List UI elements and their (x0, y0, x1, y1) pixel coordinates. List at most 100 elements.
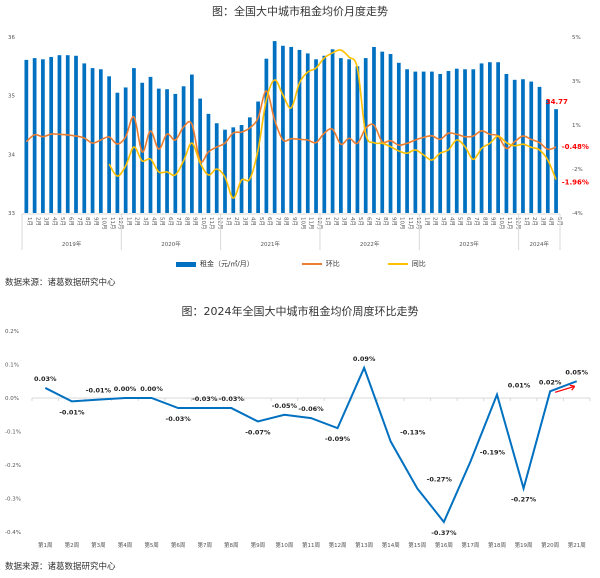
x-month-label: 7月 (374, 217, 381, 226)
weekly-mom-line (44, 365, 578, 524)
chart1-title: 图：全国大中城市租金均价月度走势 (212, 5, 388, 18)
rent-last-label: 34.77 (546, 98, 568, 106)
legend-rent-label: 租金（元/㎡/月） (200, 260, 254, 268)
y-tick: 0.0% (5, 396, 19, 402)
rent-bar (264, 58, 269, 213)
data-label: -0.01% (86, 387, 112, 395)
rent-bar (330, 49, 335, 213)
x-week-label: 第16周 (435, 541, 453, 549)
yoy-last-label: -1.96% (562, 179, 589, 187)
legend-yoy-swatch (387, 263, 408, 265)
x-month-label: 8月 (382, 217, 389, 226)
x-month-label: 6月 (465, 217, 472, 226)
x-month-label: 3月 (440, 217, 447, 226)
x-week-label: 第1周 (38, 541, 53, 549)
mom-last-label: -0.48% (562, 143, 589, 151)
y-tick: -0.4% (5, 530, 21, 536)
x-week-label: 第21周 (568, 541, 586, 549)
rent-bar (247, 117, 252, 213)
x-month-label: 7月 (274, 217, 281, 226)
x-month-label: 1月 (423, 217, 430, 226)
x-month-label: 2月 (134, 217, 141, 226)
x-month-label: 5月 (556, 217, 563, 226)
y-right-tick: -2% (572, 167, 583, 173)
rent-bar (339, 58, 343, 214)
x-month-label: 10月 (200, 217, 207, 230)
x-month-label: 3月 (539, 217, 546, 226)
rent-bar (49, 56, 54, 213)
x-year-label: 2023年 (459, 240, 479, 248)
rent-bar (156, 88, 161, 213)
x-week-label: 第15周 (408, 541, 426, 549)
y-tick: 0.2% (5, 329, 19, 335)
chart1-legend: 租金（元/㎡/月） 环比 同比 (176, 259, 426, 269)
rent-bar (413, 71, 418, 213)
x-month-label: 3月 (43, 217, 50, 226)
legend-yoy-label: 同比 (411, 260, 426, 268)
y-tick: -0.3% (5, 497, 21, 503)
y-left-tick: 35 (8, 94, 15, 100)
y-right-tick: 3% (572, 79, 581, 85)
rent-bar (372, 46, 376, 214)
x-month-label: 12月 (217, 217, 224, 230)
x-month-label: 4月 (51, 217, 58, 226)
x-week-label: 第2周 (65, 541, 80, 549)
x-month-label: 11月 (506, 217, 513, 230)
x-month-label: 6月 (167, 217, 174, 226)
x-year-label: 2020年 (161, 240, 181, 248)
rent-bar (281, 45, 285, 213)
rent-bar (438, 73, 443, 214)
chart1-source: 数据来源：诸葛数据研究中心 (5, 278, 116, 288)
x-month-label: 1月 (225, 217, 232, 226)
rent-bar (496, 62, 500, 213)
rent-bar (98, 69, 103, 214)
rent-bar (256, 101, 260, 213)
x-month-label: 1月 (523, 217, 530, 226)
rent-bar (305, 53, 310, 213)
data-label: 0.05% (565, 368, 588, 376)
y-tick: -0.2% (5, 463, 21, 469)
x-month-label: 1月 (26, 217, 33, 226)
rent-bar (471, 69, 476, 214)
data-label: -0.06% (298, 405, 324, 413)
rent-bar (405, 69, 409, 214)
legend-mom-swatch (301, 263, 322, 265)
x-month-label: 11月 (109, 217, 116, 230)
x-week-label: 第7周 (197, 541, 212, 549)
x-week-label: 第6周 (171, 541, 186, 549)
x-month-label: 8月 (84, 217, 91, 226)
x-week-label: 第11周 (302, 541, 320, 549)
y-right-tick: 1% (572, 123, 581, 129)
x-week-label: 第20周 (541, 541, 559, 549)
x-week-label: 第13周 (355, 541, 373, 549)
chart2-title: 图：2024年全国大中城市租金均价周度环比走势 (181, 305, 419, 318)
legend-mom-label: 环比 (325, 260, 340, 268)
x-month-label: 2月 (432, 217, 439, 226)
y-tick: -0.1% (5, 430, 21, 436)
x-month-label: 9月 (92, 217, 99, 226)
x-month-label: 11月 (308, 217, 315, 230)
x-week-label: 第19周 (515, 541, 533, 549)
x-month-label: 5月 (159, 217, 166, 226)
rent-bar (165, 89, 169, 213)
x-month-label: 12月 (316, 217, 323, 230)
yoy-line (108, 49, 557, 199)
x-month-label: 1月 (324, 217, 331, 226)
data-label: -0.05% (272, 402, 298, 410)
weekly-mom-chart: 0.2% 0.1% 0.0% -0.1% -0.2% -0.3% -0.4% 第1周 第2周 第3… (5, 329, 591, 549)
x-month-label: 5月 (59, 217, 66, 226)
rent-bar (214, 123, 219, 213)
x-month-label: 5月 (357, 217, 364, 226)
rent-bar (388, 54, 393, 213)
x-month-label: 12月 (514, 217, 521, 230)
x-month-label: 4月 (349, 217, 356, 226)
rent-bar (24, 59, 29, 213)
rent-bar (239, 125, 244, 213)
rent-bar (479, 63, 484, 214)
y-left-tick: 36 (8, 35, 15, 41)
x-month-label: 9月 (390, 217, 397, 226)
rent-bar (140, 82, 145, 213)
rent-bar (355, 66, 360, 213)
y-right-tick: 5% (572, 35, 581, 41)
